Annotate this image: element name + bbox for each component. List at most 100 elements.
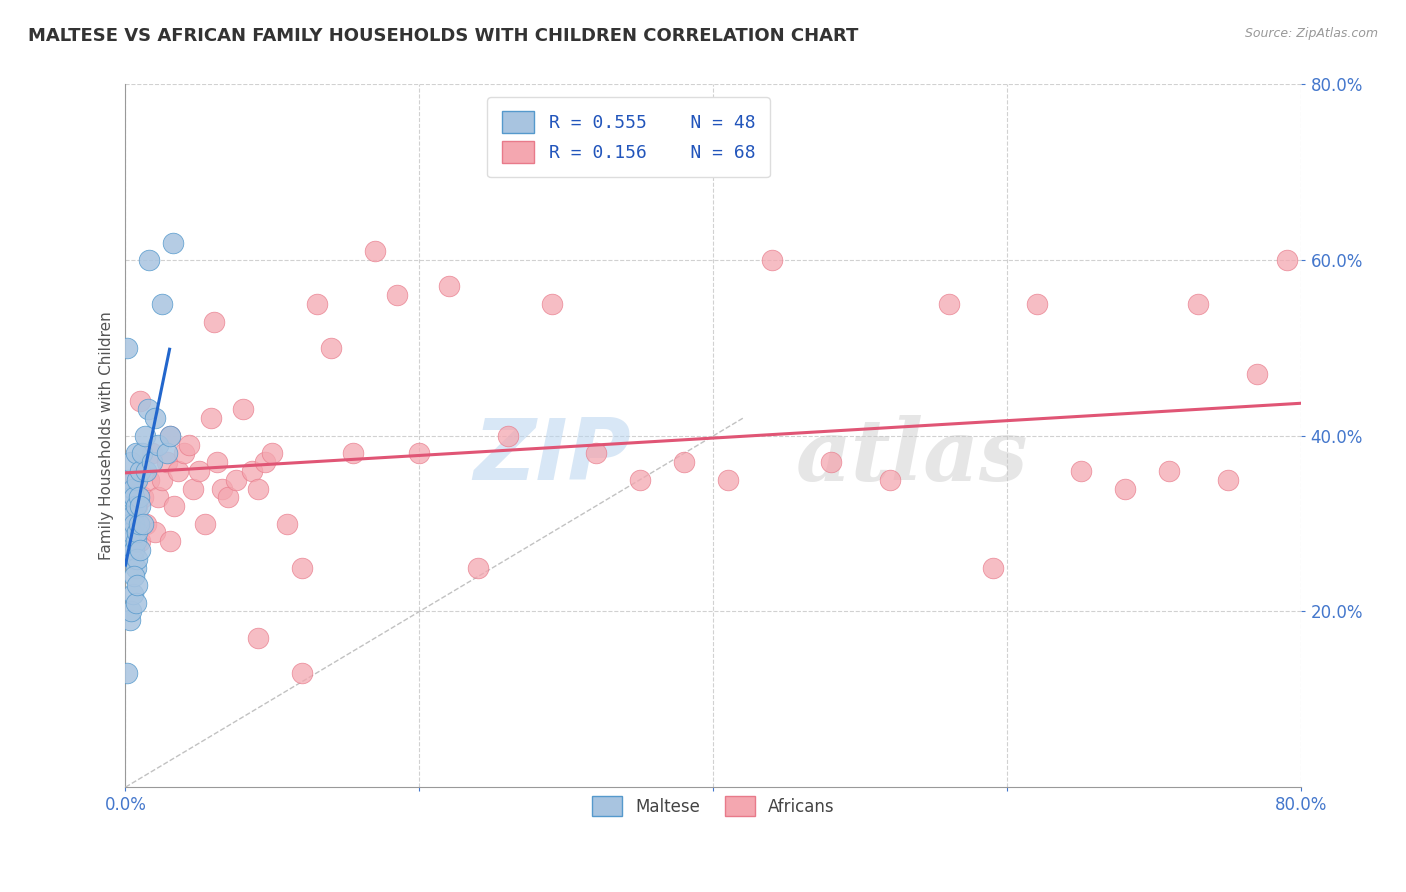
Point [136,402,159,417]
Point [1393,341,1406,355]
Point [132,516,155,531]
Point [1157,464,1180,478]
Point [938,297,960,311]
Point [761,253,783,268]
Point [200,411,222,425]
Point [1364,560,1386,574]
Point [129,393,152,408]
Point [162,235,184,250]
Point [211,482,233,496]
Point [181,482,204,496]
Point [118,543,141,558]
Point [1275,253,1298,268]
Point [120,491,142,505]
Point [128,491,150,505]
Point [124,491,146,505]
Point [135,464,157,478]
Point [127,578,149,592]
Point [134,429,156,443]
Point [262,446,284,460]
Point [121,508,143,522]
Point [150,297,173,311]
Point [173,446,195,460]
Point [121,587,143,601]
Point [159,534,181,549]
Point [159,429,181,443]
Point [132,491,155,505]
Point [138,473,160,487]
Legend: Maltese, Africans: Maltese, Africans [583,788,844,824]
Point [117,516,139,531]
Point [128,516,150,531]
Point [124,569,146,583]
Point [254,455,277,469]
Point [159,429,181,443]
Point [120,525,142,540]
Point [467,560,489,574]
Point [672,455,695,469]
Point [232,402,254,417]
Point [364,244,387,259]
Text: MALTESE VS AFRICAN FAMILY HOUSEHOLDS WITH CHILDREN CORRELATION CHART: MALTESE VS AFRICAN FAMILY HOUSEHOLDS WIT… [28,27,859,45]
Point [276,516,298,531]
Point [717,473,740,487]
Point [118,613,141,627]
Point [291,665,314,680]
Point [217,491,239,505]
Point [194,516,217,531]
Point [141,446,163,460]
Point [156,446,179,460]
Point [143,411,166,425]
Point [117,473,139,487]
Point [121,482,143,496]
Point [1305,516,1327,531]
Point [129,499,152,513]
Point [1334,368,1357,382]
Point [135,516,157,531]
Point [291,560,314,574]
Point [125,534,148,549]
Point [321,341,343,355]
Point [124,516,146,531]
Point [1070,464,1092,478]
Text: ZIP: ZIP [474,416,631,499]
Point [437,279,460,293]
Point [246,631,269,645]
Point [127,473,149,487]
Point [115,665,138,680]
Point [120,605,142,619]
Point [129,534,152,549]
Point [246,482,269,496]
Point [125,446,148,460]
Point [121,551,143,566]
Point [540,297,562,311]
Point [408,446,430,460]
Point [127,551,149,566]
Point [127,525,149,540]
Point [225,473,247,487]
Point [240,464,263,478]
Point [188,464,211,478]
Point [202,315,225,329]
Point [120,516,142,531]
Point [1216,473,1239,487]
Point [125,499,148,513]
Point [628,473,651,487]
Point [1025,297,1047,311]
Point [1187,297,1209,311]
Point [138,253,160,268]
Point [124,543,146,558]
Text: atlas: atlas [796,415,1028,499]
Point [143,525,166,540]
Point [146,437,169,451]
Point [131,446,153,460]
Point [115,341,138,355]
Point [496,429,519,443]
Point [125,560,148,574]
Text: Source: ZipAtlas.com: Source: ZipAtlas.com [1244,27,1378,40]
Point [1114,482,1136,496]
Point [820,455,842,469]
Point [981,560,1004,574]
Point [177,437,200,451]
Point [120,455,142,469]
